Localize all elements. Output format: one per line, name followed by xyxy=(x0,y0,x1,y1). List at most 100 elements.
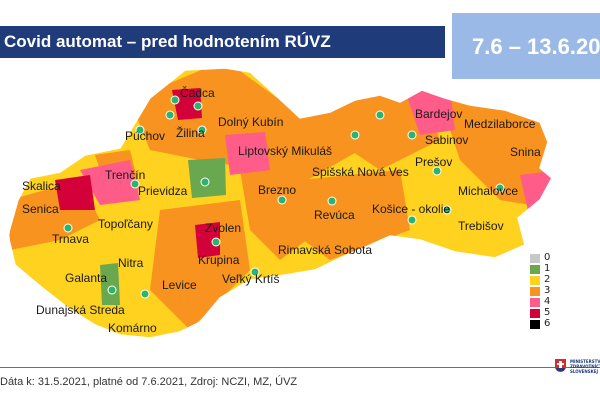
legend-item: 0 xyxy=(530,252,560,264)
region-central xyxy=(150,200,250,330)
legend-swatch xyxy=(530,309,540,318)
city-marker xyxy=(165,110,175,120)
city-marker xyxy=(407,130,417,140)
legend-item: 4 xyxy=(530,296,560,308)
footer-divider xyxy=(0,367,600,368)
legend-swatch xyxy=(530,276,540,285)
slovakia-map: Čadca Žilina Dolný Kubín Púchov Bardejov… xyxy=(0,60,560,360)
map-svg: Čadca Žilina Dolný Kubín Púchov Bardejov… xyxy=(7,67,553,339)
ministry-name: MINISTERSTVO ZDRAVOTNÍCTVA SLOVENSKEJ xyxy=(570,359,600,374)
place-label: Snina xyxy=(510,145,541,159)
region-krupina xyxy=(195,222,220,258)
region-galanta xyxy=(100,263,120,305)
ministry-logo: MINISTERSTVO ZDRAVOTNÍCTVA SLOVENSKEJ xyxy=(555,356,600,386)
legend-swatch xyxy=(530,265,540,274)
legend-label: 0 xyxy=(544,252,551,263)
city-marker xyxy=(327,196,337,206)
region-gemer xyxy=(290,170,410,260)
city-marker xyxy=(193,101,203,111)
region-liptovsky-mikulas xyxy=(225,132,270,175)
place-label: Senica xyxy=(22,202,59,216)
city-marker xyxy=(211,237,221,247)
place-label: Revúca xyxy=(314,208,355,222)
place-label: Žilina xyxy=(176,125,205,140)
region-michalovce-east xyxy=(520,170,552,220)
shield-icon xyxy=(555,359,566,372)
legend-swatch xyxy=(530,254,540,263)
place-label: Levice xyxy=(162,278,197,292)
place-label: Trebišov xyxy=(458,219,504,233)
city-markers xyxy=(63,95,505,299)
city-marker xyxy=(277,195,287,205)
city-marker xyxy=(350,130,360,140)
place-label: Skalica xyxy=(22,179,61,193)
place-label: Dolný Kubín xyxy=(218,115,283,129)
city-marker xyxy=(432,166,442,176)
place-label: Rimavská Sobota xyxy=(278,243,372,257)
city-marker xyxy=(135,125,145,135)
place-label: Čadca xyxy=(180,85,215,100)
place-labels: Čadca Žilina Dolný Kubín Púchov Bardejov… xyxy=(22,85,541,335)
place-label: Veľký Krtíš xyxy=(222,272,280,286)
place-label: Brezno xyxy=(258,183,296,197)
country-border xyxy=(7,67,553,339)
place-label: Trenčín xyxy=(105,168,145,182)
place-label: Bardejov xyxy=(415,107,462,121)
city-marker xyxy=(107,285,117,295)
date-range: 7.6 – 13.6.20 xyxy=(472,34,600,59)
place-label: Komárno xyxy=(108,321,157,335)
hills-icon xyxy=(556,368,565,371)
title-bar: Covid automat – pred hodnotením RÚVZ xyxy=(0,26,445,58)
place-label: Nitra xyxy=(118,256,144,270)
legend-label: 1 xyxy=(544,263,551,274)
place-label: Galanta xyxy=(65,271,107,285)
place-label: Topoľčany xyxy=(98,217,153,231)
region-cadca xyxy=(172,88,202,120)
city-marker xyxy=(495,183,505,193)
region-bardejov xyxy=(405,88,455,135)
legend-swatch xyxy=(530,298,540,307)
place-label: Zvolen xyxy=(205,221,241,235)
city-marker xyxy=(63,223,73,233)
place-label: Michalovce xyxy=(458,184,518,198)
legend-item: 1 xyxy=(530,263,560,275)
legend-label: 4 xyxy=(544,296,551,307)
place-label: Krupina xyxy=(198,253,240,267)
city-marker xyxy=(407,215,417,225)
cross-icon xyxy=(557,363,564,365)
city-marker xyxy=(375,110,385,120)
legend-label: 5 xyxy=(544,307,551,318)
place-label: Košice - okolie xyxy=(372,202,450,216)
city-marker xyxy=(130,179,140,189)
legend-item: 6 xyxy=(530,318,560,330)
legend-swatch xyxy=(530,320,540,329)
cross-icon xyxy=(559,361,562,369)
city-marker xyxy=(442,205,452,215)
legend-item: 3 xyxy=(530,285,560,297)
risk-legend: 0 1 2 3 4 5 6 xyxy=(530,252,560,330)
city-marker xyxy=(197,125,207,135)
place-label: Liptovský Mikuláš xyxy=(238,144,332,158)
legend-label: 6 xyxy=(544,318,551,329)
place-label: Spišská Nová Ves xyxy=(312,165,409,179)
place-label: Medzilaborce xyxy=(464,117,536,131)
place-label: Prešov xyxy=(415,155,452,169)
legend-item: 2 xyxy=(530,274,560,286)
city-marker xyxy=(170,95,180,105)
place-label: Dunajská Streda xyxy=(36,303,125,317)
city-marker xyxy=(250,267,260,277)
date-range-box: 7.6 – 13.6.20 xyxy=(452,13,600,79)
source-note: Dáta k: 31.5.2021, platné od 7.6.2021, Z… xyxy=(0,376,298,388)
legend-label: 3 xyxy=(544,285,551,296)
place-label: Trnava xyxy=(52,232,89,246)
place-label: Púchov xyxy=(125,129,165,143)
place-label: Sabinov xyxy=(425,133,468,147)
legend-label: 2 xyxy=(544,274,551,285)
page-title: Covid automat – pred hodnotením RÚVZ xyxy=(4,32,331,51)
legend-swatch xyxy=(530,287,540,296)
city-marker xyxy=(200,177,210,187)
legend-item: 5 xyxy=(530,307,560,319)
region-skalica xyxy=(55,175,95,210)
region-pohronie xyxy=(240,170,320,260)
region-trencin xyxy=(80,160,140,205)
